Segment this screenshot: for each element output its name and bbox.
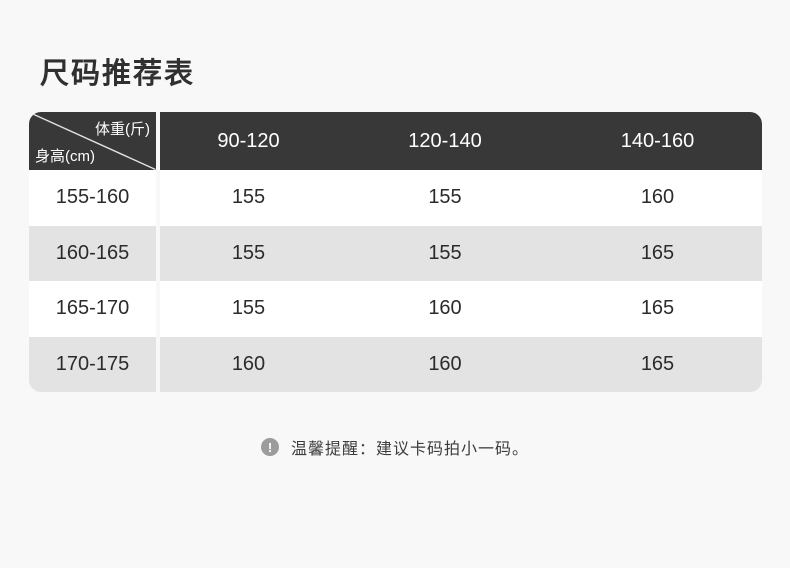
table-row: 170-175 160 160 165 [29,336,762,392]
height-range-cell: 165-170 [29,281,160,337]
size-cell: 155 [231,297,266,320]
weight-axis-label: 体重(斤) [95,121,150,138]
size-recommendation-table: 体重(斤) 身高(cm) 90-120 120-140 140-160 155-… [29,112,762,392]
page-title: 尺码推荐表 [40,58,196,90]
table-row: 160-165 155 155 165 [29,225,762,281]
weight-column-header-2: 120-140 [337,112,553,170]
size-cell: 160 [428,352,462,375]
size-cell: 165 [640,241,675,264]
height-axis-label: 身高(cm) [35,148,95,165]
height-range-cell: 170-175 [29,336,160,392]
height-range-cell: 155-160 [29,170,160,226]
size-cell: 155 [428,186,462,209]
corner-header-cell: 体重(斤) 身高(cm) [29,112,160,170]
reminder-text: 温馨提醒：建议卡码拍小一码。 [290,441,529,458]
size-cell: 160 [640,186,675,209]
size-cell: 155 [428,241,462,264]
weight-column-header-1: 90-120 [160,112,337,170]
size-cell: 155 [231,186,266,209]
table-row: 165-170 155 160 165 [29,281,762,337]
table-row: 155-160 155 155 160 [29,170,762,226]
size-cell: 165 [640,297,675,320]
diagonal-divider [29,112,156,170]
size-cell: 160 [231,352,266,375]
reminder-note: ! 温馨提醒：建议卡码拍小一码。 [0,435,790,459]
exclamation-circle-icon: ! [260,438,279,456]
size-cell: 155 [231,241,266,264]
size-cell: 160 [428,297,462,320]
height-range-cell: 160-165 [29,225,160,281]
table-header-row: 体重(斤) 身高(cm) 90-120 120-140 140-160 [29,112,762,170]
size-cell: 165 [640,352,675,375]
weight-column-header-3: 140-160 [553,112,762,170]
